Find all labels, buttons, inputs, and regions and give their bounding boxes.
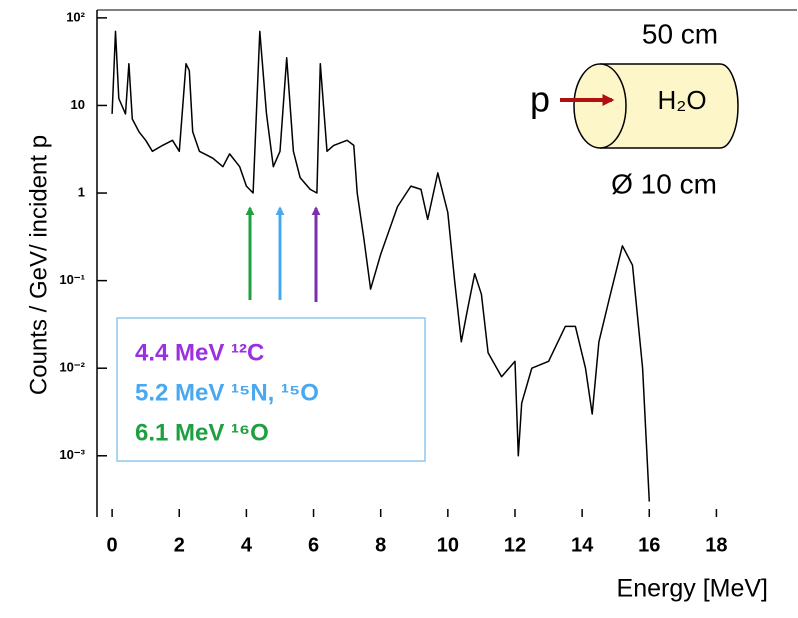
legend-box (116, 317, 426, 462)
x-tick-label: 18 (705, 534, 727, 556)
y-axis-label: Counts / GeV/ incident p (25, 135, 52, 395)
cylinder-face (573, 63, 627, 149)
x-tick-label: 6 (308, 534, 319, 556)
legend-entry: 4.4 MeV ¹²C (135, 339, 264, 366)
y-tick-label: 10² (66, 9, 85, 24)
legend-entry: 5.2 MeV ¹⁵N, ¹⁵O (135, 379, 319, 406)
x-tick-label: 12 (504, 534, 526, 556)
x-tick-label: 0 (107, 534, 118, 556)
spectrum-line (111, 30, 651, 502)
cylinder-body (600, 63, 739, 149)
y-tick-label: 10⁻³ (59, 447, 85, 462)
inset-beam: p (530, 79, 550, 120)
x-tick-label: 14 (571, 534, 594, 556)
x-tick-label: 16 (638, 534, 660, 556)
y-tick-label: 1 (78, 184, 85, 199)
y-tick-label: 10 (71, 97, 85, 112)
inset-diameter: Ø 10 cm (611, 168, 717, 199)
x-axis-label: Energy [MeV] (617, 575, 768, 603)
x-tick-label: 10 (437, 534, 459, 556)
x-tick-label: 8 (375, 534, 386, 556)
x-tick-label: 2 (174, 534, 185, 556)
inset: 50 cm p H₂O Ø 10 cm (530, 18, 739, 199)
legend-entry: 6.1 MeV ¹⁶O (135, 419, 269, 446)
x-tick-label: 4 (241, 534, 253, 556)
y-tick-label: 10⁻² (59, 360, 85, 375)
legend: 4.4 MeV ¹²C 5.2 MeV ¹⁵N, ¹⁵O 6.1 MeV ¹⁶O (135, 339, 319, 446)
y-tick-label: 10⁻¹ (59, 272, 85, 287)
inset-length: 50 cm (642, 18, 718, 49)
inset-medium: H₂O (657, 85, 706, 115)
